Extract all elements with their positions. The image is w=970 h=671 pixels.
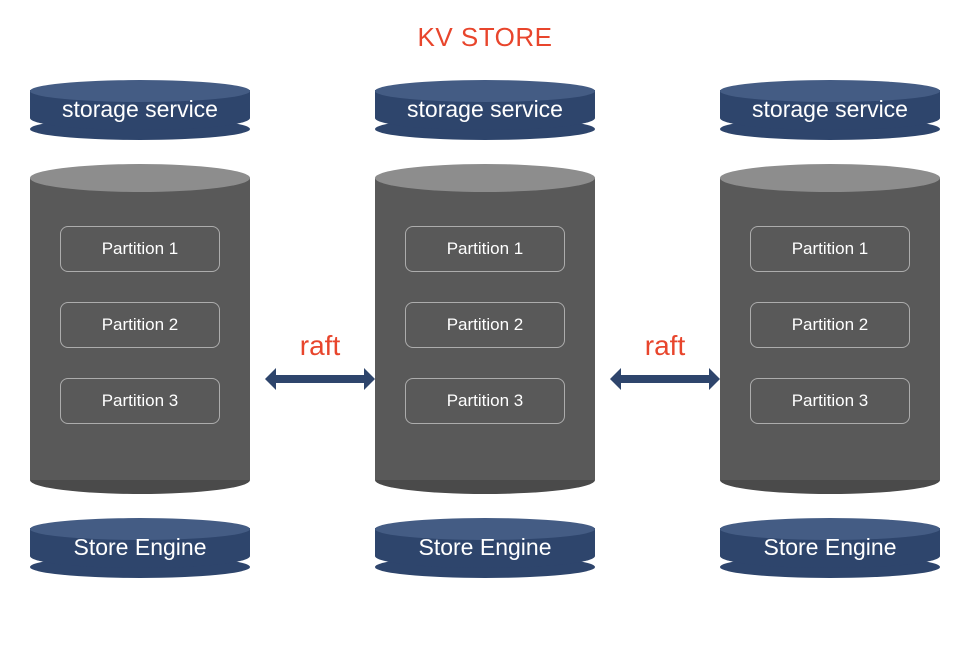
raft-label: raft [260, 330, 380, 362]
column-0: storage servicePartition 1Partition 2Par… [30, 80, 250, 578]
partition-2-0: Partition 1 [750, 226, 910, 272]
disc-label: Store Engine [720, 534, 940, 561]
cyl-top [30, 164, 250, 192]
disc-top-0: storage service [30, 80, 250, 140]
cyl-top [720, 164, 940, 192]
partition-0-0: Partition 1 [60, 226, 220, 272]
raft-connector-1: raft [605, 330, 725, 390]
disc-bottom-1: Store Engine [375, 518, 595, 578]
disc-label: storage service [30, 96, 250, 123]
cylinder-2: Partition 1 Partition 2 Partition 3 [720, 164, 940, 494]
cyl-top [375, 164, 595, 192]
disc-top-2: storage service [720, 80, 940, 140]
double-arrow-icon [265, 368, 375, 390]
disc-label: storage service [720, 96, 940, 123]
disc-bottom-0: Store Engine [30, 518, 250, 578]
partition-1-1: Partition 2 [405, 302, 565, 348]
raft-label: raft [605, 330, 725, 362]
partition-1-0: Partition 1 [405, 226, 565, 272]
partition-1-2: Partition 3 [405, 378, 565, 424]
partitions-container: Partition 1 Partition 2 Partition 3 [750, 226, 910, 454]
double-arrow-icon [610, 368, 720, 390]
partition-0-1: Partition 2 [60, 302, 220, 348]
disc-bottom-2: Store Engine [720, 518, 940, 578]
diagram-title: KV STORE [417, 22, 552, 53]
disc-label: Store Engine [30, 534, 250, 561]
disc-label: storage service [375, 96, 595, 123]
partition-2-1: Partition 2 [750, 302, 910, 348]
disc-top-1: storage service [375, 80, 595, 140]
cylinder-0: Partition 1 Partition 2 Partition 3 [30, 164, 250, 494]
diagram-stage: storage servicePartition 1Partition 2Par… [0, 80, 970, 640]
cylinder-1: Partition 1 Partition 2 Partition 3 [375, 164, 595, 494]
column-2: storage servicePartition 1Partition 2Par… [720, 80, 940, 578]
partition-0-2: Partition 3 [60, 378, 220, 424]
partitions-container: Partition 1 Partition 2 Partition 3 [405, 226, 565, 454]
partitions-container: Partition 1 Partition 2 Partition 3 [60, 226, 220, 454]
partition-2-2: Partition 3 [750, 378, 910, 424]
raft-connector-0: raft [260, 330, 380, 390]
disc-label: Store Engine [375, 534, 595, 561]
column-1: storage servicePartition 1Partition 2Par… [375, 80, 595, 578]
